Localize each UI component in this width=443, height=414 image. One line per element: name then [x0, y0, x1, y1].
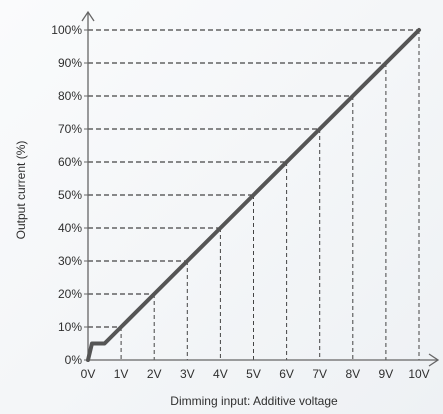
y-tick-label: 70%	[58, 122, 82, 136]
x-tick-label: 4V	[213, 367, 228, 381]
y-tick-label: 30%	[58, 254, 82, 268]
x-tick-label: 2V	[147, 367, 162, 381]
y-tick-label: 50%	[58, 188, 82, 202]
x-tick-label: 3V	[180, 367, 195, 381]
x-tick-label: 1V	[114, 367, 129, 381]
guide-lines	[88, 29, 420, 360]
y-tick-labels: 0% 10% 20% 30% 40% 50% 60% 70% 80% 90% 100%	[51, 23, 82, 367]
y-axis-title: Output current (%)	[14, 141, 28, 240]
x-axis-arrow	[428, 353, 440, 367]
x-tick-labels: 0V 1V 2V 3V 4V 5V 6V 7V 8V 9V 10V	[81, 367, 430, 381]
y-tick-label: 0%	[65, 353, 83, 367]
x-tick-label: 9V	[379, 367, 394, 381]
x-tick-label: 5V	[246, 367, 261, 381]
x-axis-title: Dimming input: Additive voltage	[170, 394, 338, 408]
y-axis-arrow	[81, 10, 95, 22]
x-tick-label: 7V	[312, 367, 327, 381]
y-tick-label: 10%	[58, 320, 82, 334]
x-tick-label: 10V	[408, 367, 429, 381]
series-layer	[86, 28, 421, 362]
y-tick-label: 90%	[58, 56, 82, 70]
x-tick-label: 8V	[345, 367, 360, 381]
axes	[81, 10, 440, 367]
series-line-0	[86, 28, 421, 362]
y-tick-label: 60%	[58, 155, 82, 169]
y-tick-label: 40%	[58, 221, 82, 235]
y-tick-label: 80%	[58, 89, 82, 103]
x-tick-label: 6V	[279, 367, 294, 381]
y-tick-label: 20%	[58, 287, 82, 301]
y-tick-label: 100%	[51, 23, 82, 37]
x-tick-label: 0V	[81, 367, 96, 381]
